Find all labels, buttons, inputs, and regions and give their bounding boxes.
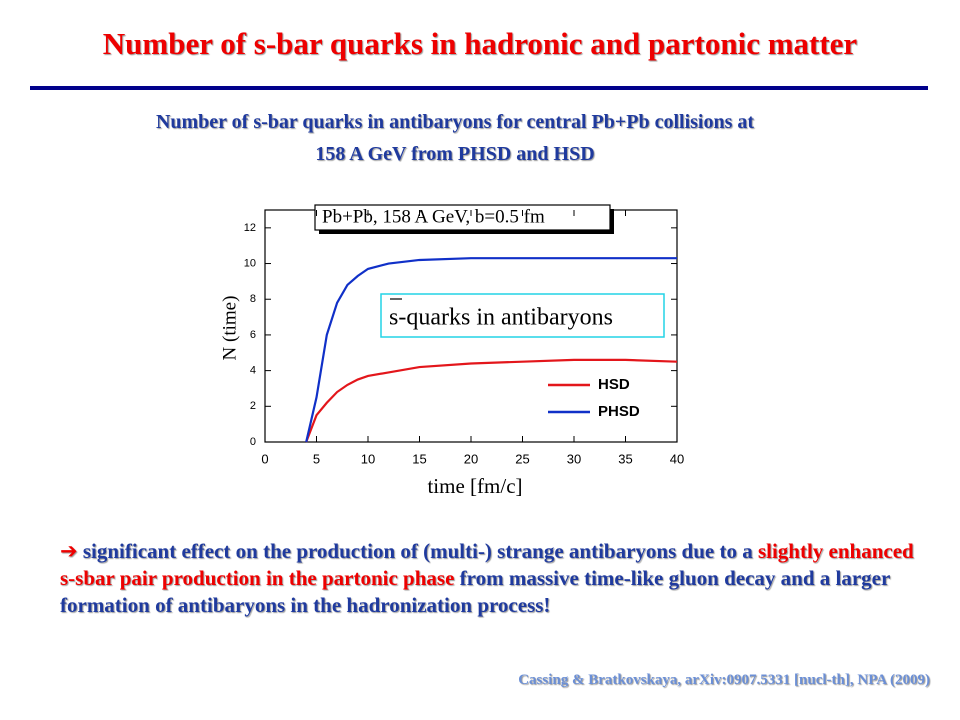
- legend-label: PHSD: [598, 403, 640, 420]
- arrow-icon: ➔: [60, 539, 78, 563]
- body-segment: significant effect on the production of …: [82, 539, 753, 563]
- slide-title: Number of s-bar quarks in hadronic and p…: [102, 26, 858, 61]
- title-rule: [30, 86, 928, 90]
- chart-label: Pb+Pb, 158 A GeV, b=0.5 fm: [322, 206, 545, 227]
- y-tick-label: 10: [244, 257, 256, 269]
- x-tick-label: 35: [618, 451, 632, 466]
- body-text: ➔ significant effect on the production o…: [60, 538, 920, 619]
- y-tick-label: 12: [244, 222, 256, 234]
- body-segment: from massive time-like gluon decay and a…: [60, 566, 890, 617]
- label-box: [314, 204, 611, 231]
- x-tick-label: 15: [412, 451, 426, 466]
- series-line: [305, 257, 677, 443]
- citation: Cassing & Bratkovskaya, arXiv:0907.5331 …: [518, 672, 930, 688]
- body-segment: slightly enhanced s-sbar pair production…: [60, 539, 914, 590]
- x-tick-label: 25: [515, 451, 529, 466]
- y-tick-label: 6: [250, 329, 256, 341]
- x-tick-label: 30: [567, 451, 581, 466]
- subtitle-line: Number of s-bar quarks in antibaryons fo…: [155, 111, 755, 133]
- series-line: [305, 358, 678, 443]
- y-axis-label: N (time): [219, 296, 240, 361]
- x-tick-label: 20: [464, 451, 478, 466]
- x-tick-label: 40: [670, 451, 684, 466]
- legend-label: HSD: [598, 376, 630, 393]
- y-tick-label: 0: [250, 436, 256, 448]
- subtitle-line: 158 A GeV from PHSD and HSD: [315, 143, 595, 165]
- x-axis-label: time [fm/c]: [427, 474, 522, 498]
- y-tick-label: 2: [250, 400, 256, 412]
- y-tick-label: 8: [250, 293, 256, 305]
- x-tick-label: 0: [261, 451, 268, 466]
- subtitle: Number of s-bar quarks in antibaryons fo…: [0, 106, 910, 170]
- y-tick-label: 4: [250, 365, 256, 377]
- annotation-box: [380, 293, 665, 338]
- annotation: s-quarks in antibaryons: [389, 305, 613, 331]
- x-tick-label: 5: [313, 451, 320, 466]
- x-tick-label: 10: [361, 451, 375, 466]
